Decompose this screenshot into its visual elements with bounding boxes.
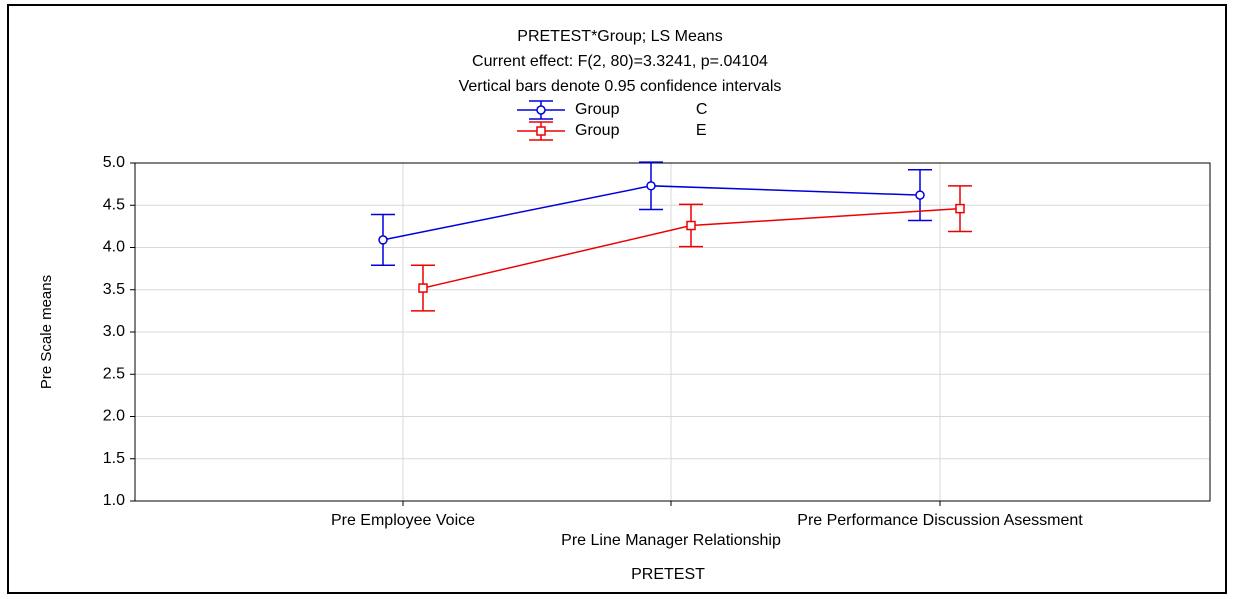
y-tick-label: 1.5 (103, 450, 125, 467)
x-tick-label: Pre Performance Discussion Asessment (797, 512, 1083, 529)
legend-marker (536, 126, 546, 136)
annotation: Vertical bars denote 0.95 confidence int… (459, 78, 782, 95)
y-tick-label: 4.5 (103, 196, 125, 213)
x-tick-label: Pre Line Manager Relationship (561, 532, 781, 549)
y-tick-label: 1.0 (103, 492, 125, 509)
y-tick-label: 5.0 (103, 154, 125, 171)
point (378, 235, 388, 245)
point (955, 203, 965, 214)
plot-border (134, 162, 1211, 502)
y-tick-label: 3.5 (103, 281, 125, 298)
chart-subtitle: Current effect: F(2, 80)=3.3241, p=.0410… (472, 53, 768, 70)
y-tick-label: 2.0 (103, 408, 125, 425)
x-tick-label: Pre Employee Voice (331, 512, 475, 529)
point (418, 283, 428, 293)
y-tick-label: 3.0 (103, 323, 125, 340)
y-tick-label: 2.5 (103, 365, 125, 382)
point (686, 220, 696, 231)
y-axis-label: Pre Scale means (38, 275, 55, 389)
point (915, 190, 925, 200)
y-tick-label: 4.0 (103, 239, 125, 256)
legend-label: Group C (575, 101, 707, 118)
legend-marker (536, 105, 546, 115)
chart-title: PRETEST*Group; LS Means (517, 28, 722, 45)
legend-label: Group E (575, 122, 707, 139)
x-axis-label: PRETEST (631, 566, 705, 583)
point (646, 181, 656, 191)
